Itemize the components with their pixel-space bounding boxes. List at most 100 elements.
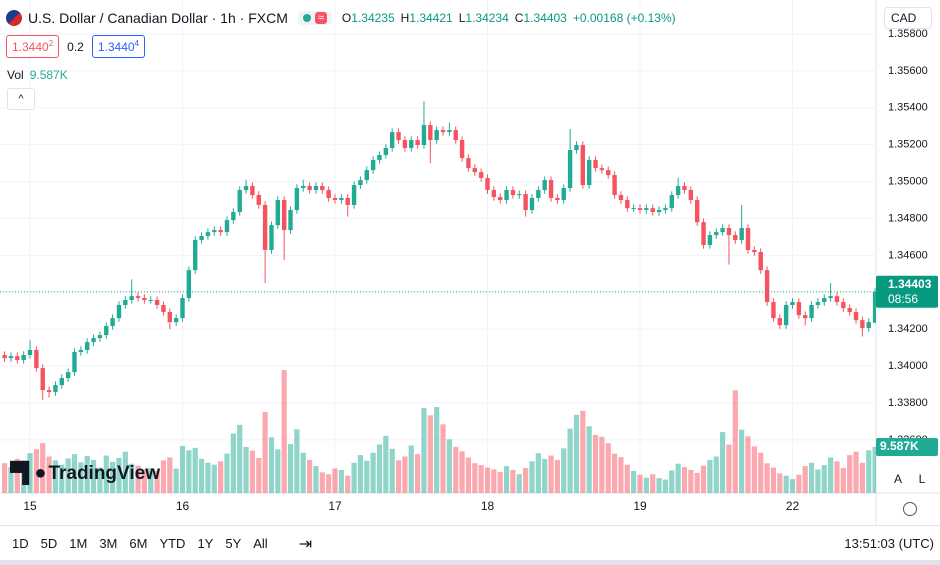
volume-bar xyxy=(345,475,351,493)
volume-bar xyxy=(853,451,859,493)
y-tick-label: 1.35000 xyxy=(888,175,928,187)
currency-button[interactable]: CAD xyxy=(884,7,932,29)
volume-bar xyxy=(453,446,459,493)
volume-bar xyxy=(84,456,90,493)
sell-button[interactable]: 1.34402 xyxy=(6,35,60,58)
volume-bar xyxy=(605,443,611,493)
volume-bar xyxy=(751,446,757,493)
ohlc-values: O1.34235 H1.34421 L1.34234 C1.34403 xyxy=(342,11,567,25)
candle-body xyxy=(714,232,719,236)
candle-body xyxy=(320,185,325,191)
volume-bar xyxy=(847,455,853,493)
x-tick-label: 16 xyxy=(176,499,190,513)
volume-bar xyxy=(389,448,395,493)
volume-bar xyxy=(580,410,586,493)
candle-body xyxy=(269,225,274,251)
volume-bar xyxy=(713,456,719,493)
volume-bar xyxy=(465,457,472,493)
candle-body xyxy=(815,302,821,305)
candle-body xyxy=(682,185,687,191)
volume-bar xyxy=(21,465,27,493)
candle-body xyxy=(205,232,211,236)
volume-bar xyxy=(548,455,554,493)
candle-body xyxy=(783,304,789,326)
range-button[interactable]: 1M xyxy=(69,536,88,551)
range-button[interactable]: 1Y xyxy=(197,536,214,551)
volume-bar xyxy=(141,469,147,493)
volume-bar xyxy=(383,435,389,493)
settings-button[interactable] xyxy=(903,502,917,516)
range-button[interactable]: YTD xyxy=(159,536,186,551)
candle-body xyxy=(180,297,185,319)
auto-scale-button[interactable]: A xyxy=(888,469,908,489)
symbol-title[interactable]: U.S. Dollar / Canadian Dollar · 1h · FXC… xyxy=(28,10,288,26)
volume-bar xyxy=(40,443,46,493)
logo-mark: ▀▌● xyxy=(10,462,46,484)
volume-bar xyxy=(834,461,840,493)
candle-body xyxy=(218,230,223,233)
range-button[interactable]: 3M xyxy=(99,536,118,551)
candle-body xyxy=(701,222,706,246)
range-button[interactable]: All xyxy=(253,536,268,551)
date-range-button[interactable]: ⇥ xyxy=(298,535,313,553)
volume-bar xyxy=(872,446,876,493)
volume-bar xyxy=(256,457,262,493)
range-button[interactable]: 5D xyxy=(40,536,58,551)
candle-body xyxy=(370,159,376,171)
candle-body xyxy=(402,140,408,148)
volume-bar xyxy=(669,470,675,493)
candle-body xyxy=(529,197,535,210)
candle-body xyxy=(777,318,782,326)
candle-body xyxy=(586,159,592,186)
candle-body xyxy=(389,132,395,148)
candle-body xyxy=(510,190,516,196)
candle-body xyxy=(860,320,865,329)
candle-body xyxy=(91,338,96,343)
range-button[interactable]: 6M xyxy=(129,536,148,551)
volume-bar xyxy=(395,460,402,493)
candle-body xyxy=(834,296,840,303)
candle-body xyxy=(675,185,681,196)
log-scale-button[interactable]: L xyxy=(912,469,932,489)
volume-bar xyxy=(129,463,135,493)
volume-bar xyxy=(173,468,179,493)
market-status[interactable]: ≈ xyxy=(297,11,332,25)
volume-bar xyxy=(71,454,78,493)
range-button[interactable]: 5Y xyxy=(225,536,242,551)
range-button[interactable]: 1D xyxy=(12,536,29,551)
volume-bar xyxy=(59,464,65,493)
candle-body xyxy=(872,291,876,323)
candle-body xyxy=(726,228,732,236)
candle-body xyxy=(498,197,503,201)
volume-bar xyxy=(859,462,865,493)
candle-body xyxy=(841,302,846,309)
candle-body xyxy=(65,372,71,379)
volume-bar xyxy=(618,457,624,493)
candle-body xyxy=(307,185,312,191)
ohlc-key: C xyxy=(514,11,524,25)
bottom-toolbar: 1D 5D 1M 3M 6M YTD 1Y 5Y All ⇥ 13:51:03 (UTC) xyxy=(0,525,940,561)
range-buttons: 1D 5D 1M 3M 6M YTD 1Y 5Y All xyxy=(0,536,273,551)
y-tick-label: 1.35200 xyxy=(888,139,928,151)
volume-bar xyxy=(523,468,529,493)
candle-body xyxy=(612,175,617,196)
candle-body xyxy=(650,208,655,212)
candle-body xyxy=(771,302,776,319)
volume-bar xyxy=(611,453,618,493)
volume-bar xyxy=(561,448,567,493)
volume-bar xyxy=(681,467,688,493)
volume-bar xyxy=(764,463,770,493)
collapse-button[interactable]: ^ xyxy=(7,88,35,110)
volume-bar xyxy=(78,462,84,493)
candle-body xyxy=(281,200,287,231)
candle-body xyxy=(536,190,541,198)
volume-bar xyxy=(376,444,383,493)
candle-body xyxy=(409,140,414,148)
clock: 13:51:03 (UTC) xyxy=(844,536,934,551)
volume-bar xyxy=(408,445,414,493)
candle-body xyxy=(637,208,643,210)
volume-bar xyxy=(637,474,643,493)
volume-bar xyxy=(573,414,580,493)
buy-button[interactable]: 1.34404 xyxy=(91,35,145,58)
volume-bar xyxy=(656,478,662,493)
